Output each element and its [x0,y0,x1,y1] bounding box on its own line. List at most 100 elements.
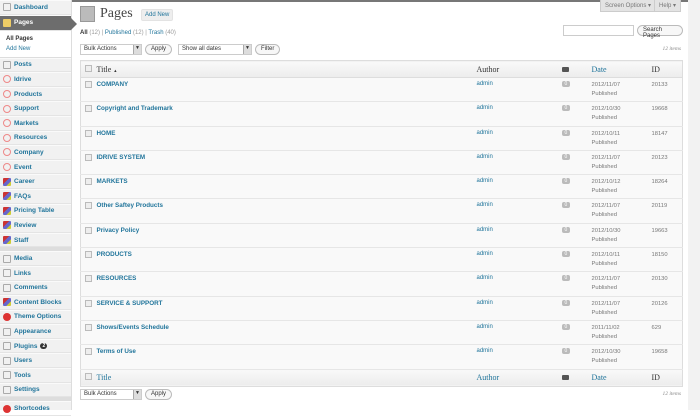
menu-company[interactable]: Company [0,145,71,160]
menu-media[interactable]: Media [0,251,71,266]
column-date[interactable]: Date [591,60,652,78]
bulk-actions-select[interactable]: Bulk Actions ▼ [80,44,142,55]
page-title-link[interactable]: MARKETS [96,178,128,186]
author-link[interactable]: admin [476,275,493,282]
menu-review[interactable]: Review [0,218,71,233]
author-link[interactable]: admin [476,348,493,355]
menu-plugins[interactable]: Plugins 2 [0,338,71,354]
comment-count-badge[interactable]: 0 [561,202,571,209]
menu-resources[interactable]: Resources [0,130,71,146]
row-checkbox[interactable] [85,178,92,186]
submenu-all-pages[interactable]: All Pages [6,35,34,42]
bulk-actions-select-bottom[interactable]: Bulk Actions ▼ [80,389,142,400]
add-new-button[interactable]: Add New [141,9,174,21]
menu-career[interactable]: Career [0,174,71,189]
menu-idrive[interactable]: Idrive [0,72,71,87]
author-link[interactable]: admin [476,226,493,233]
menu-comments[interactable]: Comments [0,280,71,296]
comment-count-badge[interactable]: 0 [561,348,571,355]
row-checkbox[interactable] [85,275,92,283]
row-checkbox[interactable] [85,299,92,307]
row-checkbox[interactable] [85,202,92,210]
page-title-link[interactable]: Privacy Policy [96,226,140,234]
author-link[interactable]: admin [476,251,493,258]
comment-count-badge[interactable]: 0 [561,299,571,306]
menu-event[interactable]: Event [0,159,71,175]
comment-count-badge[interactable]: 0 [561,251,571,258]
page-title-link[interactable]: RESOURCES [96,275,137,283]
search-input[interactable] [563,25,634,36]
row-checkbox[interactable] [85,81,92,88]
author-link[interactable]: admin [476,299,493,306]
menu-dashboard[interactable]: Dashboard [0,0,71,15]
menu-settings[interactable]: Settings [0,382,71,398]
page-title-link[interactable]: Other Saftey Products [96,202,163,210]
row-checkbox[interactable] [85,226,92,234]
author-link[interactable]: admin [476,202,493,209]
menu-theme-options[interactable]: Theme Options [0,309,71,325]
page-title-link[interactable]: Terms of Use [96,348,136,356]
help-button[interactable]: Help ▾ [654,0,682,12]
menu-pages[interactable]: Pages [0,14,77,31]
row-checkbox[interactable] [85,153,92,161]
row-checkbox[interactable] [85,129,92,137]
comment-count-badge[interactable]: 0 [561,81,571,87]
search-pages-button[interactable]: Search Pages [637,25,683,39]
author-link[interactable]: admin [476,81,493,87]
date-filter-select[interactable]: Show all dates ▼ [178,44,252,55]
row-checkbox[interactable] [85,105,92,113]
comment-count-badge[interactable]: 0 [561,275,571,282]
column-title[interactable]: Title ▲ [96,60,477,78]
menu-posts[interactable]: Posts [0,57,71,73]
page-title-link[interactable]: Copyright and Trademark [96,105,173,113]
page-title-link[interactable]: HOME [96,129,116,137]
menu-staff[interactable]: Staff [0,232,71,248]
menu-users[interactable]: Users [0,353,71,369]
author-link[interactable]: admin [476,153,493,160]
comment-count-badge[interactable]: 0 [561,153,571,160]
menu-pricing-table[interactable]: Pricing Table [0,203,71,219]
apply-button[interactable]: Apply [145,44,173,55]
row-checkbox[interactable] [85,323,92,331]
author-link[interactable]: admin [476,105,493,112]
column-comments[interactable] [561,60,592,78]
page-title-link[interactable]: IDRIVE SYSTEM [96,153,146,161]
menu-content-blocks[interactable]: Content Blocks [0,295,71,310]
row-checkbox[interactable] [85,348,92,356]
page-title-link[interactable]: Shows/Events Schedule [96,323,169,331]
pages-submenu: All Pages Add New [0,30,71,58]
comment-count-badge[interactable]: 0 [561,323,571,330]
column-date[interactable]: Date [591,369,652,387]
apply-button-bottom[interactable]: Apply [145,389,173,400]
menu-links[interactable]: Links [0,265,71,281]
menu-appearance[interactable]: Appearance [0,324,71,339]
page-title-link[interactable]: PRODUCTS [96,251,132,259]
filter-button[interactable]: Filter [255,44,281,55]
menu-tools[interactable]: Tools [0,368,71,383]
filter-trash[interactable]: Trash [148,30,164,36]
comment-count-badge[interactable]: 0 [561,226,571,233]
author-link[interactable]: admin [476,129,493,136]
comment-icon [561,375,569,381]
menu-products[interactable]: Products [0,86,71,102]
menu-markets[interactable]: Markets [0,115,71,131]
comment-count-badge[interactable]: 0 [561,105,571,112]
screen-options-button[interactable]: Screen Options ▾ [600,0,657,12]
page-title-link[interactable]: COMPANY [96,81,129,88]
row-checkbox[interactable] [85,251,92,259]
author-link[interactable]: admin [476,323,493,330]
column-comments[interactable] [561,369,592,387]
filter-all[interactable]: All [80,30,88,36]
menu-support[interactable]: Support [0,101,71,116]
filter-published[interactable]: Published [104,30,132,36]
select-all-checkbox[interactable] [85,373,92,381]
select-all-checkbox[interactable] [85,64,92,72]
submenu-add-new[interactable]: Add New [6,45,31,52]
menu-faqs[interactable]: FAQs [0,188,71,204]
comment-count-badge[interactable]: 0 [561,178,571,185]
column-title[interactable]: Title [96,369,477,387]
comment-count-badge[interactable]: 0 [561,129,571,136]
menu-shortcodes[interactable]: Shortcodes [0,401,71,416]
author-link[interactable]: admin [476,178,493,185]
page-title-link[interactable]: SERVICE & SUPPORT [96,299,163,307]
